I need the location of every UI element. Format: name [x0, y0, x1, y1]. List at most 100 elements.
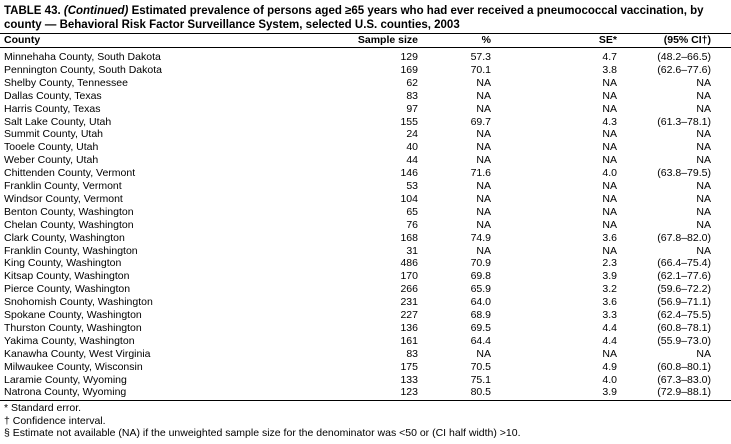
cell: 83: [406, 89, 418, 102]
cell: 104: [400, 192, 418, 205]
cell: 2.3: [602, 257, 617, 270]
row-label: Chittenden County, Vermont: [4, 167, 136, 180]
cell: 231: [400, 296, 418, 309]
cell: 4.7: [602, 51, 617, 63]
footnote: § Estimate not available (NA) if the unw…: [4, 427, 521, 439]
cell: NA: [602, 89, 617, 102]
cell: NA: [602, 154, 617, 167]
cell: 3.6: [602, 231, 617, 244]
cell: 161: [400, 334, 418, 347]
row-label: Pennington County, South Dakota: [4, 63, 162, 76]
cell: NA: [602, 244, 617, 257]
cell: 70.1: [470, 63, 491, 76]
cell: 62: [406, 76, 418, 89]
row-label: Chelan County, Washington: [4, 218, 134, 231]
cell: NA: [696, 128, 711, 141]
rule: [0, 400, 731, 401]
cell: (66.4–75.4): [657, 257, 711, 270]
cell: NA: [602, 102, 617, 115]
row-label: Benton County, Washington: [4, 205, 134, 218]
cell: NA: [696, 154, 711, 167]
cell: (61.3–78.1): [657, 115, 711, 128]
row-label: Laramie County, Wyoming: [4, 373, 127, 386]
row-label: Harris County, Texas: [4, 102, 101, 115]
row-label: Windsor County, Vermont: [4, 192, 123, 205]
cell: NA: [696, 76, 711, 89]
cell: 227: [400, 309, 418, 321]
cell: 57.3: [470, 51, 491, 63]
title-text: Estimated prevalence of persons aged ≥65…: [4, 5, 704, 31]
table-number: TABLE 43.: [4, 5, 61, 17]
cell: NA: [696, 89, 711, 102]
row-label: Minnehaha County, South Dakota: [4, 51, 161, 63]
cell: 3.6: [602, 296, 617, 309]
row-label: Yakima County, Washington: [4, 334, 135, 347]
cell: NA: [476, 141, 491, 154]
footnote: * Standard error.: [4, 402, 82, 414]
cell: 31: [406, 244, 418, 257]
row-label: King County, Washington: [4, 257, 122, 270]
cell: 53: [406, 180, 418, 192]
cell: (67.3–83.0): [657, 373, 711, 386]
cell: 168: [400, 231, 418, 244]
cell: NA: [696, 347, 711, 360]
cell: 3.9: [602, 270, 617, 283]
cell: NA: [696, 180, 711, 192]
row-label: Pierce County, Washington: [4, 283, 131, 296]
cell: 44: [406, 154, 418, 167]
cell: (63.8–79.5): [657, 167, 711, 180]
cell: NA: [476, 154, 491, 167]
cell: NA: [602, 205, 617, 218]
continued: (Continued): [63, 5, 129, 17]
cell: 4.3: [602, 115, 617, 128]
cell: 64.4: [470, 334, 491, 347]
cell: NA: [696, 141, 711, 154]
cell: 74.9: [470, 231, 491, 244]
column-header: (95% CI†): [663, 34, 711, 46]
column-header: SE*: [598, 34, 617, 46]
cell: NA: [696, 244, 711, 257]
cell: (56.9–71.1): [657, 296, 711, 309]
cell: 68.9: [470, 309, 491, 321]
cell: 65: [406, 205, 418, 218]
cell: NA: [602, 76, 617, 89]
cell: NA: [696, 102, 711, 115]
cell: 70.9: [470, 257, 491, 270]
cell: 146: [400, 167, 418, 180]
cell: 76: [406, 218, 418, 231]
cell: 24: [406, 128, 418, 141]
cell: 69.7: [470, 115, 491, 128]
cell: (60.8–80.1): [657, 360, 711, 373]
cell: NA: [602, 192, 617, 205]
cell: 75.1: [470, 373, 491, 386]
cell: 486: [400, 257, 418, 270]
cell: NA: [476, 244, 491, 257]
cell: NA: [602, 180, 617, 192]
cell: 155: [400, 115, 418, 128]
cell: (59.6–72.2): [657, 283, 711, 296]
cell: NA: [696, 192, 711, 205]
row-label: Summit County, Utah: [4, 128, 104, 141]
cell: 4.4: [602, 334, 617, 347]
cell: (62.6–77.6): [657, 63, 711, 76]
cell: NA: [476, 218, 491, 231]
cell: (62.4–75.5): [657, 309, 711, 321]
cell: NA: [476, 192, 491, 205]
cell: 175: [400, 360, 418, 373]
rule: [0, 33, 731, 34]
cell: 169: [400, 63, 418, 76]
cell: NA: [602, 218, 617, 231]
cell: 3.2: [602, 283, 617, 296]
row-label: Salt Lake County, Utah: [4, 115, 112, 128]
cell: 136: [400, 321, 418, 334]
cell: NA: [696, 205, 711, 218]
cell: 3.9: [602, 386, 617, 399]
cell: 83: [406, 347, 418, 360]
row-label: Natrona County, Wyoming: [4, 386, 127, 399]
cell: (72.9–88.1): [657, 386, 711, 399]
row-label: Tooele County, Utah: [4, 141, 99, 154]
cell: NA: [476, 180, 491, 192]
cell: 40: [406, 141, 418, 154]
row-label: Franklin County, Washington: [4, 244, 138, 257]
